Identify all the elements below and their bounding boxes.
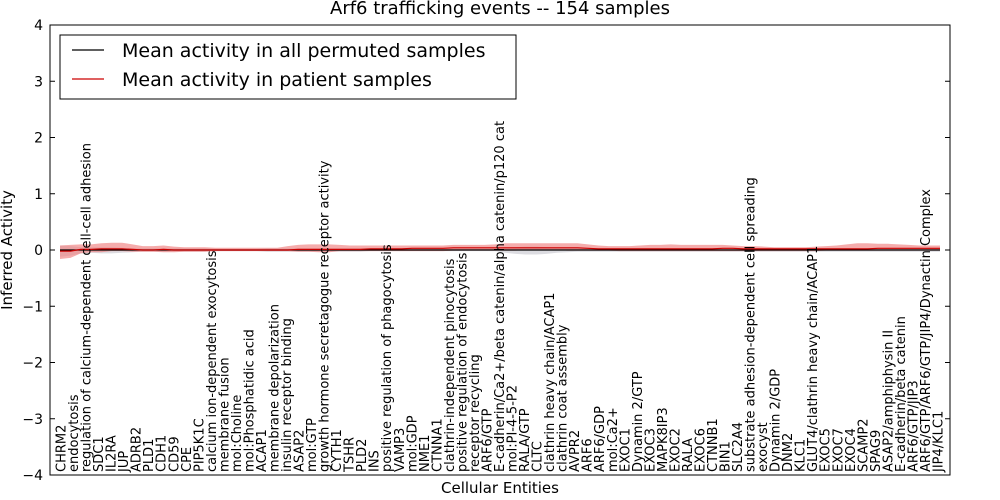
x-tick-label: EXOC5 bbox=[819, 428, 834, 472]
x-tick-label: E-cadherin/beta catenin bbox=[894, 316, 909, 472]
x-tick-label: endocytosis bbox=[67, 394, 82, 472]
y-tick-label: 1 bbox=[34, 187, 43, 203]
x-tick-label: CPE bbox=[180, 447, 195, 472]
x-tick-label: JIP4/KLC1 bbox=[932, 411, 947, 473]
x-tick-label: INS bbox=[368, 450, 383, 472]
x-tick-label: ARF6/GDP bbox=[593, 406, 608, 472]
x-tick-label: mol:Phosphatidic acid bbox=[242, 329, 257, 472]
y-tick-label: 3 bbox=[34, 74, 43, 90]
x-tick-label: CYTH1 bbox=[330, 429, 345, 472]
y-axis-title: Inferred Activity bbox=[0, 190, 16, 310]
x-tick-label: CD59 bbox=[167, 436, 182, 472]
x-tick-label: ARF6/GTP/JIP3 bbox=[906, 380, 921, 472]
x-tick-label: EXOC6 bbox=[694, 428, 709, 472]
y-tick-label: −3 bbox=[22, 412, 43, 428]
x-tick-label: AVPR2 bbox=[568, 430, 583, 472]
x-tick-label: regulation of calcium-dependent cell-cel… bbox=[80, 143, 95, 472]
x-tick-label: BIN1 bbox=[719, 441, 734, 472]
x-tick-label: Dynamin 2/GTP bbox=[631, 371, 646, 472]
x-tick-label: mol:GDP bbox=[405, 415, 420, 472]
y-tick-label: −2 bbox=[22, 356, 43, 372]
x-tick-label: CTNNA1 bbox=[430, 418, 445, 472]
x-tick-label: ARF6 bbox=[581, 438, 596, 472]
x-tick-label: EXOC3 bbox=[643, 428, 658, 472]
x-tick-label: SPAG9 bbox=[869, 430, 884, 472]
x-tick-label: clathrin heavy chain/ACAP1 bbox=[543, 293, 558, 472]
y-tick-label: 4 bbox=[34, 18, 43, 34]
x-tick-label: SDC1 bbox=[92, 436, 107, 472]
x-tick-label: mol:GTP bbox=[305, 418, 320, 472]
x-tick-label: ASAP2 bbox=[293, 430, 308, 472]
x-tick-label: mol:PI-4-5-P2 bbox=[506, 385, 521, 472]
x-tick-label: MAPK8IP3 bbox=[656, 407, 671, 472]
legend-permuted-label: Mean activity in all permuted samples bbox=[122, 40, 485, 62]
x-tick-label: exocyst bbox=[756, 422, 771, 472]
x-tick-label: growth hormone secretagogue receptor act… bbox=[318, 160, 333, 472]
x-tick-label: insulin receptor binding bbox=[280, 318, 295, 472]
plot-area bbox=[49, 24, 951, 476]
y-tick-label: −4 bbox=[22, 468, 43, 484]
x-tick-label: clathrin-independent pinocytosis bbox=[443, 258, 458, 472]
x-tick-label: positive regulation of phagocytosis bbox=[380, 244, 395, 472]
patient-samples-band bbox=[60, 242, 940, 259]
y-tick-label: 2 bbox=[34, 131, 43, 147]
x-tick-label: SCAMP2 bbox=[856, 418, 871, 472]
x-tick-label: VAMP3 bbox=[393, 428, 408, 472]
x-tick-label: JUP bbox=[117, 451, 132, 473]
x-tick-label: KLC1 bbox=[794, 439, 809, 472]
x-tick-label: EXOC1 bbox=[618, 428, 633, 472]
x-tick-label: DNM2 bbox=[781, 433, 796, 472]
x-tick-label: CDH1 bbox=[155, 435, 170, 472]
x-tick-label: mol:Ca2+ bbox=[606, 407, 621, 472]
x-tick-label: CTNNB1 bbox=[706, 418, 721, 472]
x-tick-label: PLD1 bbox=[142, 439, 157, 472]
x-tick-label: receptor recycling bbox=[468, 354, 483, 472]
x-tick-label: CLTC bbox=[531, 441, 546, 472]
legend: Mean activity in all permuted samples Me… bbox=[59, 34, 517, 100]
x-tick-label: positive regulation of endocytosis bbox=[455, 252, 470, 472]
x-tick-label: PIP5K1C bbox=[192, 418, 207, 472]
y-tick-label: −1 bbox=[22, 299, 43, 315]
x-tick-label: TSHR bbox=[343, 437, 358, 473]
x-tick-label: mol:Choline bbox=[230, 395, 245, 472]
legend-box bbox=[59, 34, 517, 100]
y-tick-label: 0 bbox=[34, 243, 43, 259]
x-axis-title: Cellular Entities bbox=[441, 479, 559, 497]
x-tick-label: NME1 bbox=[418, 435, 433, 472]
x-tick-label: ARF6/GTP/ARF6/GTP/JIP4/Dynactin Complex bbox=[919, 189, 934, 472]
chart-title: Arf6 trafficking events -- 154 samples bbox=[330, 0, 670, 19]
x-tick-label: EXOC4 bbox=[844, 428, 859, 472]
x-tick-label: membrane depolarization bbox=[268, 304, 283, 472]
x-tick-label: PLD2 bbox=[355, 439, 370, 472]
x-tick-label: clathrin coat assembly bbox=[556, 324, 571, 472]
x-tick-label: CHRM2 bbox=[55, 425, 70, 472]
x-tick-label: ARF6/GTP bbox=[481, 408, 496, 472]
x-tick-label: GLUT4/clathrin heavy chain/ACAP1 bbox=[806, 246, 821, 472]
x-tick-label: RALA bbox=[681, 438, 696, 472]
x-tick-label: ADRB2 bbox=[130, 427, 145, 472]
x-tick-label: RALA/GTP bbox=[518, 408, 533, 472]
x-tick-label: membrane fusion bbox=[217, 357, 232, 472]
x-tick-label: E-cadherin/Ca2+/beta catenin/alpha caten… bbox=[493, 121, 508, 472]
x-tick-label: EXOC7 bbox=[831, 428, 846, 472]
x-tick-label: substrate adhesion-dependent cell spread… bbox=[744, 177, 759, 472]
legend-patient-label: Mean activity in patient samples bbox=[122, 69, 432, 91]
patient-mean-line bbox=[60, 247, 940, 252]
x-tick-label: calcium ion-dependent exocytosis bbox=[205, 250, 220, 472]
x-tick-label: Dynamin 2/GDP bbox=[769, 369, 784, 472]
x-tick-label: ASAP2/amphiphysin II bbox=[881, 330, 896, 472]
x-tick-label: SLC2A4 bbox=[731, 422, 746, 472]
x-tick-label: ACAP1 bbox=[255, 429, 270, 472]
x-tick-label: IL2RA bbox=[105, 435, 120, 472]
x-tick-label: EXOC2 bbox=[668, 428, 683, 472]
